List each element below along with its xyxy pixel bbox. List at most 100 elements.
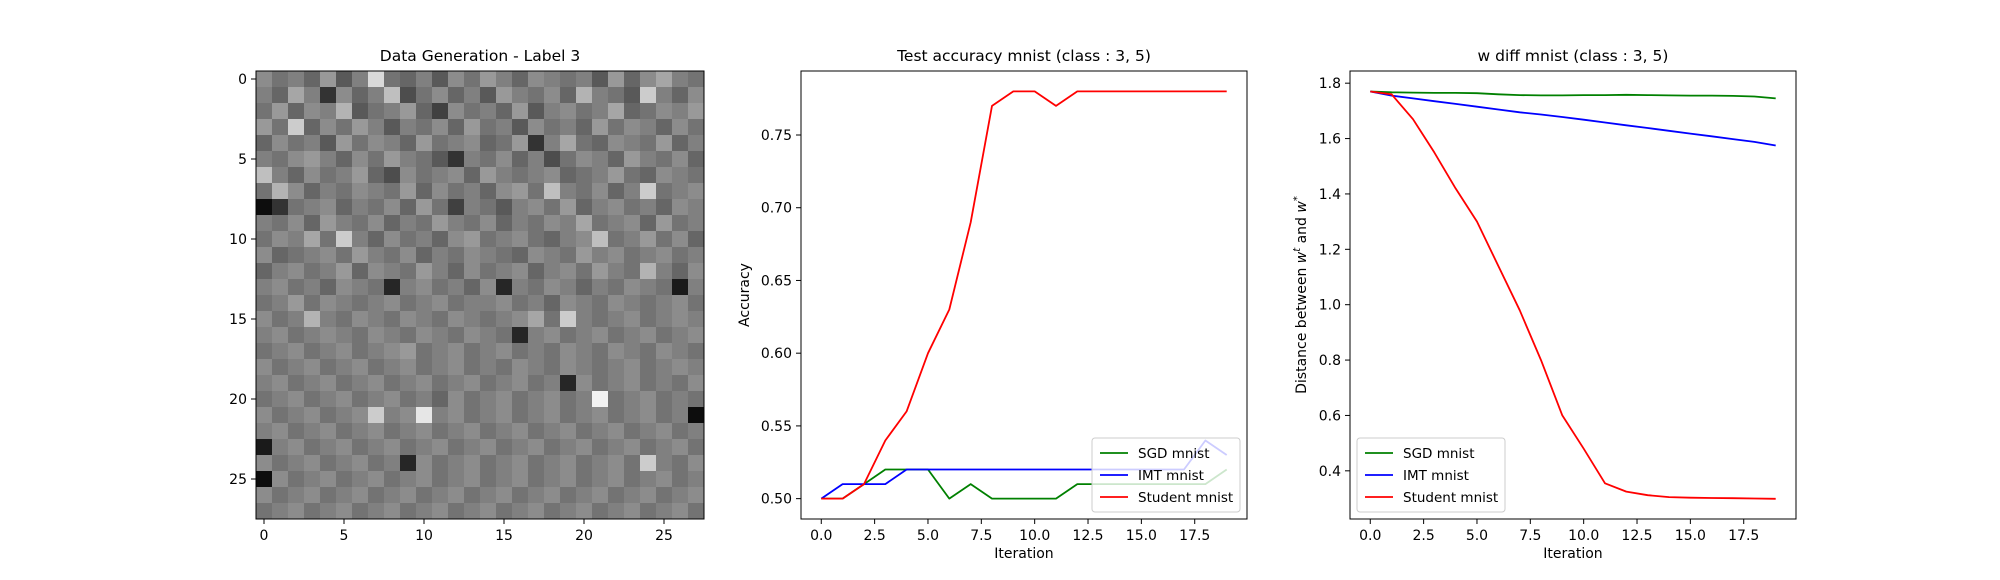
heatmap-cell [592, 311, 609, 328]
heatmap-cell [608, 455, 625, 472]
heatmap-cell [432, 471, 449, 488]
heatmap-cell [560, 455, 577, 472]
heatmap-cell [608, 135, 625, 152]
heatmap-cell [480, 103, 497, 120]
heatmap-cell [560, 407, 577, 424]
heatmap-cell [656, 423, 673, 440]
heatmap-cell [512, 487, 529, 504]
heatmap-cell [528, 263, 545, 280]
heatmap-cell [576, 151, 593, 168]
heatmap-cell [608, 103, 625, 120]
heatmap-ytick-label: 20 [229, 392, 247, 408]
heatmap-cell [368, 231, 385, 248]
heatmap-cell [608, 311, 625, 328]
heatmap-cell [480, 391, 497, 408]
heatmap-cell [384, 119, 401, 136]
heatmap-ticks: 0 5 10 15 20 25 0 5 10 15 20 25 [229, 72, 673, 544]
heatmap-cell [496, 359, 513, 376]
heatmap-cell [416, 279, 433, 296]
wdiff-frame [1349, 70, 1797, 520]
heatmap-cell [384, 263, 401, 280]
wdiff-legend-box [1356, 437, 1506, 513]
heatmap-cell [256, 503, 273, 520]
heatmap-cell [304, 455, 321, 472]
heatmap-cell [336, 71, 353, 88]
heatmap-cell [288, 487, 305, 504]
heatmap-cell [432, 103, 449, 120]
heatmap-cell [608, 279, 625, 296]
heatmap-cell [640, 487, 657, 504]
heatmap-cell [480, 231, 497, 248]
heatmap-cell [528, 103, 545, 120]
heatmap-cell [592, 103, 609, 120]
heatmap-cell [608, 471, 625, 488]
heatmap-cell [384, 471, 401, 488]
heatmap-cell [288, 103, 305, 120]
heatmap-xtick-label: 20 [575, 528, 593, 544]
heatmap-cell [688, 375, 705, 392]
heatmap-cell [688, 263, 705, 280]
heatmap-cell [624, 311, 641, 328]
heatmap-cell [448, 295, 465, 312]
heatmap-cell [384, 103, 401, 120]
heatmap-cell [608, 263, 625, 280]
heatmap-cell [464, 183, 481, 200]
heatmap-cell [272, 471, 289, 488]
heatmap-cell [432, 247, 449, 264]
heatmap-cell [640, 407, 657, 424]
accuracy-xtick-label: 12.5 [1072, 528, 1103, 544]
heatmap-cell [528, 327, 545, 344]
heatmap-cell [480, 199, 497, 216]
heatmap-ytick-label: 10 [229, 232, 247, 248]
heatmap-cell [368, 119, 385, 136]
heatmap-cell [336, 183, 353, 200]
heatmap-cell [560, 87, 577, 104]
heatmap-cell [288, 231, 305, 248]
heatmap-cell [384, 135, 401, 152]
heatmap-cell [304, 311, 321, 328]
heatmap-cell [608, 359, 625, 376]
heatmap-cell [336, 359, 353, 376]
heatmap-cell [592, 327, 609, 344]
heatmap-cell [368, 71, 385, 88]
heatmap-cell [400, 359, 417, 376]
accuracy-frame [800, 70, 1248, 520]
heatmap-cell [288, 263, 305, 280]
heatmap-cell [288, 167, 305, 184]
heatmap-cell [256, 167, 273, 184]
heatmap-cell [416, 199, 433, 216]
heatmap-cell [256, 375, 273, 392]
wdiff-ytick-label: 1.0 [1319, 298, 1341, 314]
heatmap-cell [576, 295, 593, 312]
heatmap-cell [432, 215, 449, 232]
heatmap-cell [352, 135, 369, 152]
wdiff-ytick-label: 0.8 [1319, 353, 1341, 369]
heatmap-cell [448, 503, 465, 520]
heatmap-cell [672, 503, 689, 520]
heatmap-cell [400, 167, 417, 184]
accuracy-legend-label: Student mnist [1138, 490, 1233, 506]
heatmap-cell [464, 151, 481, 168]
heatmap-cell [608, 151, 625, 168]
heatmap-cell [672, 247, 689, 264]
heatmap-cell [640, 71, 657, 88]
heatmap-cell [688, 311, 705, 328]
heatmap-cell [640, 375, 657, 392]
heatmap-cell [384, 167, 401, 184]
heatmap-cell [256, 119, 273, 136]
heatmap-cell [400, 455, 417, 472]
heatmap-cell [608, 167, 625, 184]
heatmap-cell [528, 151, 545, 168]
heatmap-cell [336, 391, 353, 408]
heatmap-cell [448, 327, 465, 344]
heatmap-cell [672, 183, 689, 200]
heatmap-cell [448, 215, 465, 232]
heatmap-cell [528, 423, 545, 440]
heatmap-cell [640, 215, 657, 232]
heatmap-cell [288, 311, 305, 328]
heatmap-ytick-label: 15 [229, 312, 247, 328]
wdiff-legend-label: SGD mnist [1403, 446, 1475, 462]
heatmap-cell [544, 151, 561, 168]
heatmap-ytick-label: 5 [238, 152, 247, 168]
heatmap-cell [544, 87, 561, 104]
